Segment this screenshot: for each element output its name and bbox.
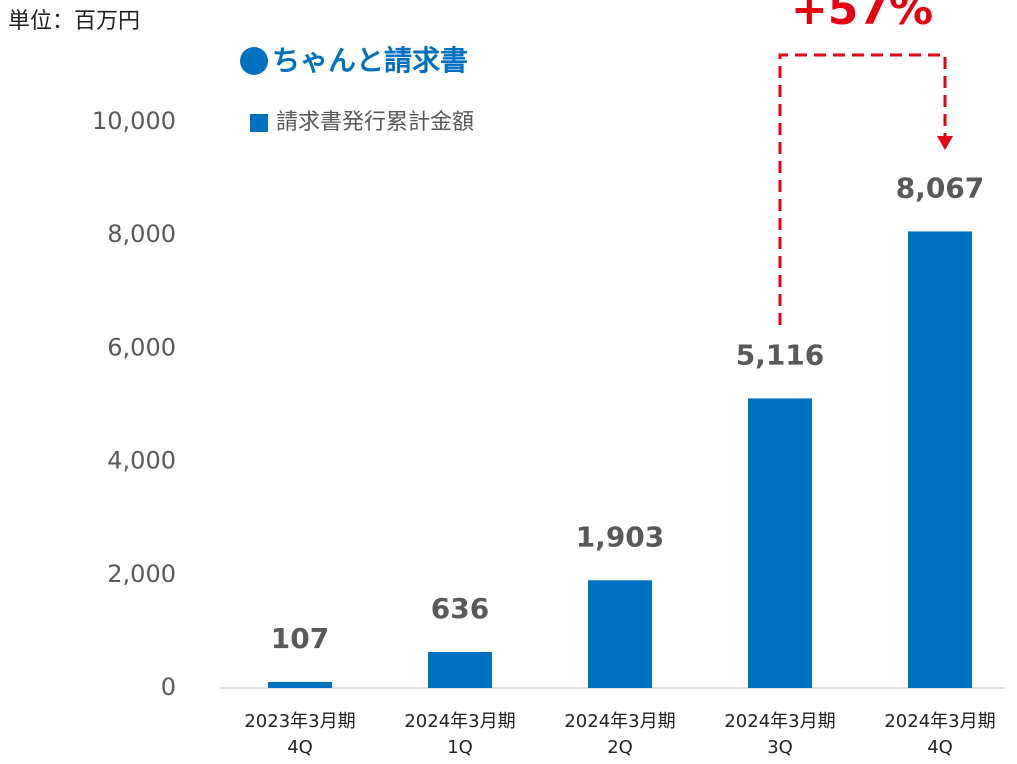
bar xyxy=(588,580,652,688)
value-label: 107 xyxy=(271,622,329,655)
x-tick-label: 2024年3月期 4Q xyxy=(884,711,995,758)
x-tick-label: 2024年3月期 3Q xyxy=(724,711,835,758)
bar xyxy=(268,681,332,688)
legend-label: 請求書発行累計金額 xyxy=(276,110,474,135)
x-tick-label: 2024年3月期 2Q xyxy=(564,711,675,758)
logo-icon xyxy=(240,47,268,75)
legend-swatch xyxy=(250,114,268,132)
unit-label: 単位：百万円 xyxy=(8,9,140,34)
bar xyxy=(908,231,972,688)
arrow-line xyxy=(778,53,947,325)
y-tick-label: 2,000 xyxy=(107,560,176,588)
growth-annotation: +57% xyxy=(791,0,933,35)
value-label: 5,116 xyxy=(736,338,825,371)
x-tick-label: 2023年3月期 4Q xyxy=(244,711,355,758)
y-tick-label: 10,000 xyxy=(92,107,176,135)
x-tick-label: 2024年3月期 1Q xyxy=(404,711,515,758)
y-tick-label: 6,000 xyxy=(107,333,176,361)
y-tick-label: 0 xyxy=(161,673,176,701)
bar xyxy=(748,398,812,688)
y-tick-label: 8,000 xyxy=(107,220,176,248)
y-tick-label: 4,000 xyxy=(107,447,176,475)
growth-arrow xyxy=(778,53,953,325)
value-label: 8,067 xyxy=(896,171,985,204)
value-label: 1,903 xyxy=(576,520,665,553)
value-label: 636 xyxy=(431,592,489,625)
bar xyxy=(428,652,492,688)
arrow-head xyxy=(937,136,953,150)
logo-text: ちゃんと請求書 xyxy=(272,44,468,77)
logo: ちゃんと請求書 xyxy=(240,44,468,77)
